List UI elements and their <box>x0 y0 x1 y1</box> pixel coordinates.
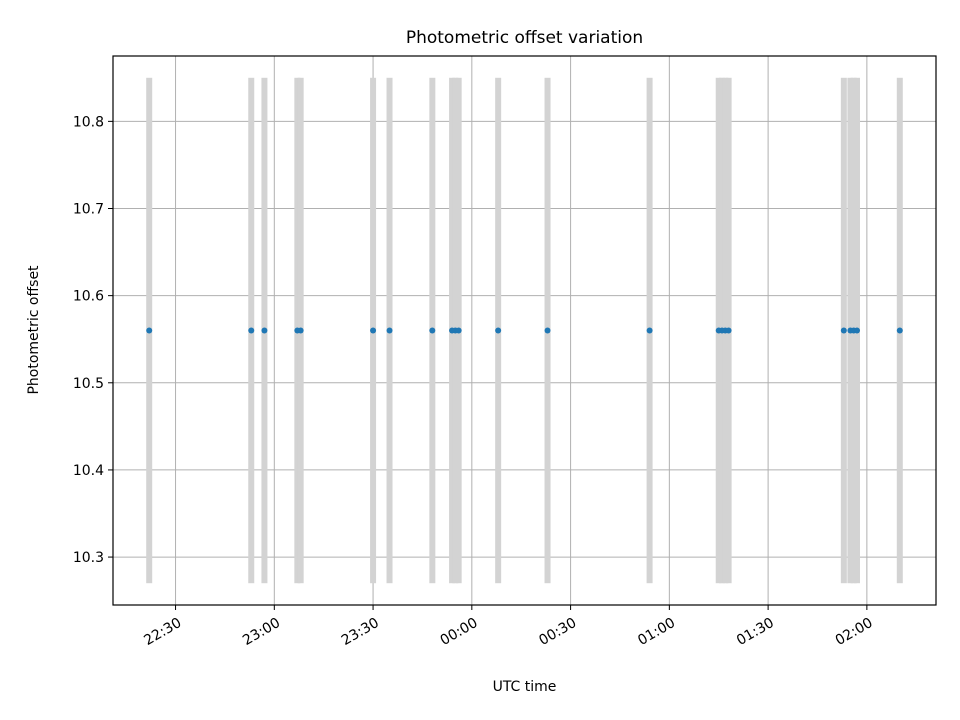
y-tick-label: 10.4 <box>73 463 104 479</box>
y-tick-label: 10.6 <box>73 289 104 305</box>
y-tick-label: 10.8 <box>73 114 104 130</box>
data-point <box>853 327 860 334</box>
data-point <box>725 327 732 334</box>
data-point <box>896 327 903 334</box>
data-point <box>840 327 847 334</box>
data-point <box>297 327 304 334</box>
data-point <box>429 327 436 334</box>
y-axis-label: Photometric offset <box>26 265 42 395</box>
y-axis: 10.3 10.4 10.5 10.6 10.7 10.8 <box>73 114 113 566</box>
data-point <box>495 327 502 334</box>
data-point <box>248 327 255 334</box>
data-point <box>386 327 393 334</box>
y-tick-label: 10.3 <box>73 550 104 566</box>
data-point <box>544 327 551 334</box>
data-point <box>261 327 268 334</box>
chart-title: Photometric offset variation <box>406 28 643 48</box>
data-point <box>455 327 462 334</box>
data-point <box>370 327 377 334</box>
data-point <box>646 327 653 334</box>
data-point <box>146 327 153 334</box>
y-tick-label: 10.5 <box>73 376 104 392</box>
y-tick-label: 10.7 <box>73 202 104 218</box>
x-axis-label: UTC time <box>493 679 557 695</box>
data-points <box>146 327 903 334</box>
plot-frame <box>112 55 937 606</box>
